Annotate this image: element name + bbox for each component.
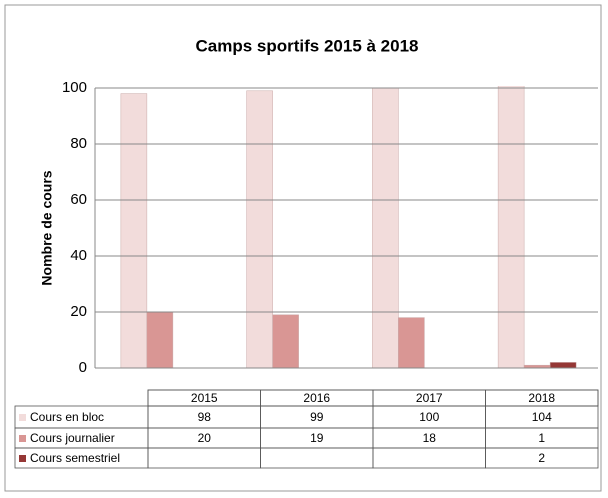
bar: [497, 86, 525, 369]
table-value: 20: [198, 431, 212, 445]
table-value: 18: [423, 431, 437, 445]
table-value: 1: [538, 431, 545, 445]
x-tick-label: 2015: [191, 391, 218, 405]
y-tick-label: 100: [62, 79, 87, 96]
table-value: 98: [198, 410, 212, 424]
table-value: 104: [532, 410, 552, 424]
bar: [272, 314, 299, 369]
bar: [120, 93, 148, 369]
legend-label: Cours journalier: [30, 431, 115, 445]
table-value: 99: [310, 410, 324, 424]
y-tick-label: 40: [70, 247, 87, 264]
legend-swatch: [19, 414, 26, 421]
x-tick-label: 2016: [303, 391, 330, 405]
x-tick-label: 2018: [528, 391, 555, 405]
legend-swatch: [19, 435, 26, 442]
y-tick-label: 0: [79, 359, 87, 376]
legend-label: Cours en bloc: [30, 410, 104, 424]
y-tick-label: 60: [70, 191, 87, 208]
plot-area: [120, 86, 577, 369]
legend-swatch: [19, 455, 26, 462]
bar: [146, 311, 174, 369]
bar: [246, 90, 273, 369]
bar: [372, 87, 399, 369]
x-tick-label: 2017: [416, 391, 443, 405]
table-value: 19: [310, 431, 324, 445]
table-value: 100: [419, 410, 439, 424]
table-cell: [485, 447, 599, 469]
table-value: 2: [538, 451, 545, 465]
y-axis-label: Nombre de cours: [39, 170, 55, 285]
chart-title: Camps sportifs 2015 à 2018: [195, 36, 418, 55]
bar: [549, 362, 577, 369]
y-tick-label: 20: [70, 303, 87, 320]
y-tick-label: 80: [70, 135, 87, 152]
bar: [398, 317, 425, 369]
legend-label: Cours semestriel: [30, 451, 120, 465]
